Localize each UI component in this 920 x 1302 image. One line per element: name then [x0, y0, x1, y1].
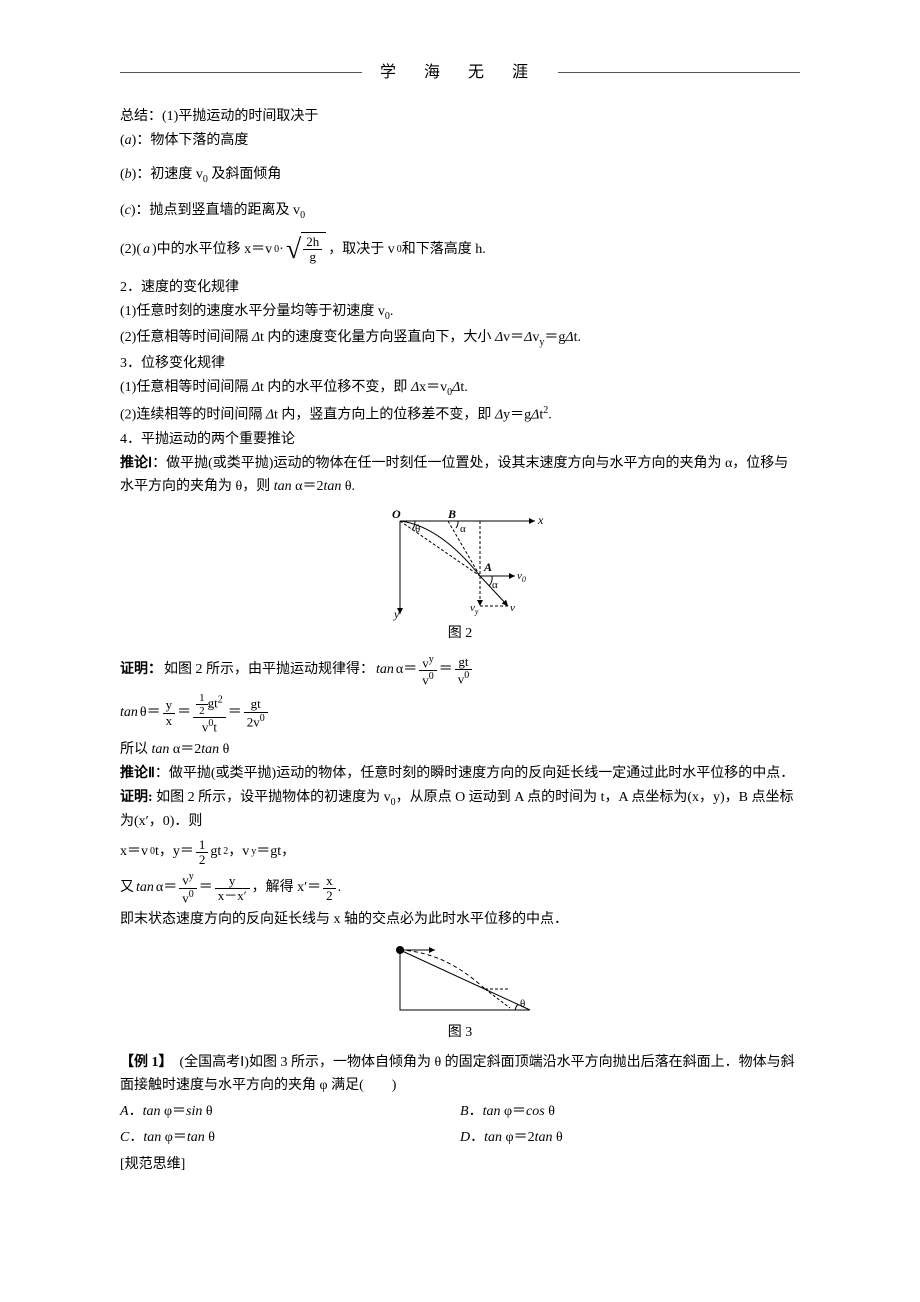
proof2-conclusion: 即末状态速度方向的反向延长线与 x 轴的交点必为此时水平位移的中点．	[120, 909, 800, 931]
figure-3-svg: θ	[370, 940, 550, 1020]
svg-text:A: A	[483, 560, 492, 574]
svg-text:x: x	[537, 513, 544, 527]
summary-line-1: 总结：(1)平抛运动的时间取决于	[120, 106, 800, 128]
proof1-conclusion: 所以 tan α＝2tan θ	[120, 739, 800, 761]
content: 总结：(1)平抛运动的时间取决于 (a)：物体下落的高度 (b)：初速度 v0 …	[120, 106, 800, 1177]
thinking-label: [规范思维]	[120, 1154, 800, 1176]
proof2-eq1: x＝v0t，y＝ 12 gt2，vy＝gt，	[120, 838, 800, 868]
svg-text:B: B	[447, 507, 456, 521]
options: A．tan φ＝sin θ B．tan φ＝cos θ C．tan φ＝tan …	[120, 1099, 800, 1152]
theorem2: 推论Ⅱ：做平抛(或类平抛)运动的物体，任意时刻的瞬时速度方向的反向延长线一定通过…	[120, 763, 800, 785]
svg-text:θ: θ	[520, 998, 525, 1010]
figure-2: O B x y A θ α α v0 v vy 图 2	[120, 506, 800, 645]
summary-a: (a)：物体下落的高度	[120, 130, 800, 152]
summary-c: (c)：抛点到竖直墙的距离及 v0	[120, 200, 800, 224]
proof1-line1: 证明：如图 2 所示，由平抛运动规律得： tan α＝ vyv0 ＝ gtv0	[120, 654, 800, 688]
summary-b: (b)：初速度 v0 及斜面倾角	[120, 164, 800, 188]
header: 学 海 无 涯	[120, 60, 800, 86]
figure-2-svg: O B x y A θ α α v0 v vy	[370, 506, 550, 621]
option-c: C．tan φ＝tan θ	[120, 1127, 460, 1149]
sec3-2: (2)连续相等的时间间隔 Δt 内，竖直方向上的位移差不变，即 Δy＝gΔt2.	[120, 403, 800, 427]
proof2-setup: 证明: 如图 2 所示，设平抛物体的初速度为 v0，从原点 O 运动到 A 点的…	[120, 787, 800, 833]
figure-2-caption: 图 2	[120, 623, 800, 645]
svg-text:v0: v0	[517, 570, 526, 584]
svg-text:v: v	[510, 602, 515, 614]
header-rule-left	[120, 72, 362, 73]
sec2-title: 2．速度的变化规律	[120, 277, 800, 299]
proof2-eq2: 又 tan α＝ vyv0 ＝ yx－x′ ，解得 x′＝ x2 .	[120, 871, 800, 905]
svg-text:vy: vy	[470, 602, 479, 616]
sec3-1: (1)任意相等时间间隔 Δt 内的水平位移不变，即 Δx＝v0Δt.	[120, 377, 800, 401]
example-1: 【例 1】 (全国高考Ⅰ)如图 3 所示，一物体自倾角为 θ 的固定斜面顶端沿水…	[120, 1052, 800, 1097]
svg-text:O: O	[392, 507, 401, 521]
option-b: B．tan φ＝cos θ	[460, 1101, 800, 1123]
sec3-title: 3．位移变化规律	[120, 353, 800, 375]
figure-3: θ 图 3	[120, 940, 800, 1044]
svg-text:θ: θ	[415, 523, 420, 535]
proof1-line2: tan θ＝ yx ＝ 12gt2 v0t ＝ gt2v0	[120, 692, 800, 735]
sec4-title: 4．平抛运动的两个重要推论	[120, 429, 800, 451]
option-a: A．tan φ＝sin θ	[120, 1101, 460, 1123]
sqrt-2h-g: √ 2h g	[286, 228, 326, 273]
header-rule-right	[558, 72, 800, 73]
theorem1: 推论Ⅰ：做平抛(或类平抛)运动的物体在任一时刻任一位置处，设其末速度方向与水平方…	[120, 453, 800, 498]
page: 学 海 无 涯 总结：(1)平抛运动的时间取决于 (a)：物体下落的高度 (b)…	[0, 0, 920, 1258]
svg-text:α: α	[492, 579, 498, 591]
sec2-2: (2)任意相等时间间隔 Δt 内的速度变化量方向竖直向下，大小 Δv＝Δvy＝g…	[120, 327, 800, 351]
option-d: D．tan φ＝2tan θ	[460, 1127, 800, 1149]
svg-text:y: y	[393, 607, 400, 621]
figure-3-caption: 图 3	[120, 1022, 800, 1044]
svg-text:α: α	[460, 523, 466, 535]
header-title: 学 海 无 涯	[370, 60, 550, 86]
summary-2a: (2)(a)中的水平位移 x＝v0· √ 2h g ，取决于 v0 和下落高度 …	[120, 228, 800, 273]
sec2-1: (1)任意时刻的速度水平分量均等于初速度 v0.	[120, 301, 800, 325]
